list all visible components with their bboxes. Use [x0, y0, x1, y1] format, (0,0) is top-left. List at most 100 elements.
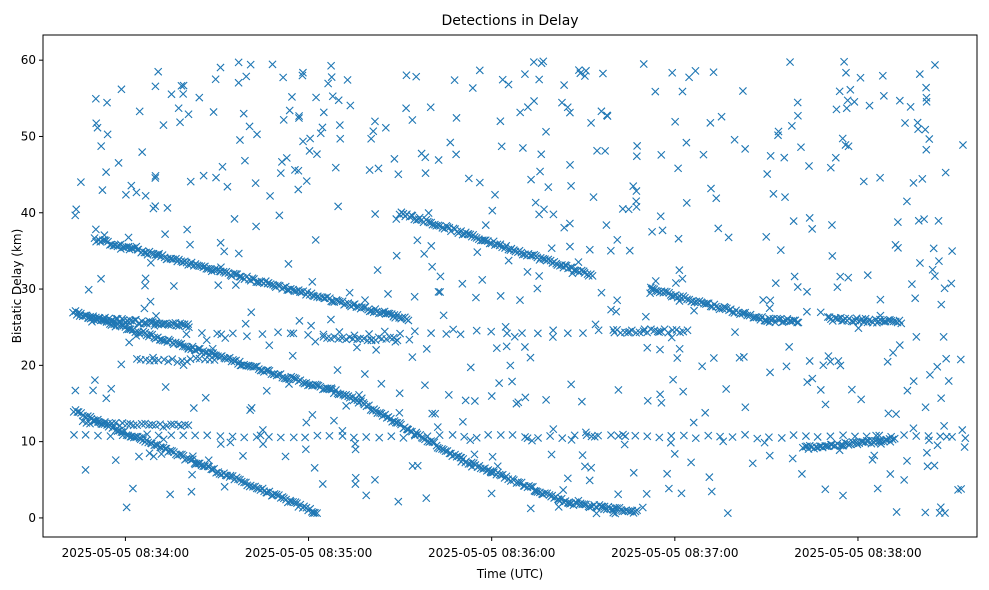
- data-point: [81, 430, 90, 439]
- data-point: [518, 143, 527, 152]
- data-point: [793, 111, 802, 120]
- data-point: [738, 87, 747, 96]
- data-point: [223, 182, 232, 191]
- data-point: [234, 475, 243, 484]
- data-point: [847, 385, 856, 394]
- data-point: [143, 430, 152, 439]
- data-point: [276, 493, 285, 502]
- data-point: [553, 495, 562, 504]
- data-point: [625, 246, 634, 255]
- data-point: [188, 452, 197, 461]
- data-point: [612, 307, 621, 316]
- data-point: [889, 348, 898, 357]
- data-point: [491, 190, 499, 199]
- data-point: [208, 344, 217, 353]
- data-point: [211, 75, 220, 84]
- data-point: [141, 274, 150, 283]
- data-point: [666, 438, 675, 447]
- data-point: [838, 134, 847, 143]
- data-point: [342, 401, 351, 410]
- data-point: [958, 426, 967, 435]
- data-point: [102, 168, 111, 177]
- data-point: [741, 403, 750, 412]
- data-point: [719, 437, 728, 446]
- data-point: [887, 432, 896, 441]
- data-point: [408, 116, 417, 125]
- data-point: [228, 329, 237, 338]
- data-point: [189, 404, 198, 413]
- data-points: [68, 57, 970, 518]
- data-point: [929, 244, 938, 253]
- data-point: [361, 296, 370, 305]
- data-point: [937, 394, 946, 403]
- data-point: [651, 87, 660, 96]
- data-point: [826, 357, 835, 366]
- data-point: [535, 272, 544, 281]
- data-point: [808, 374, 817, 383]
- data-point: [481, 236, 490, 245]
- data-point: [664, 328, 673, 337]
- data-point: [103, 130, 112, 139]
- data-point: [657, 398, 666, 407]
- data-point: [789, 316, 798, 325]
- data-point: [402, 104, 411, 113]
- data-point: [149, 353, 158, 362]
- data-point: [529, 58, 538, 67]
- data-point: [698, 362, 707, 371]
- data-point: [587, 463, 596, 472]
- data-point: [643, 396, 652, 405]
- data-point: [184, 344, 193, 353]
- data-point: [618, 204, 627, 213]
- data-point: [948, 247, 957, 256]
- data-point: [245, 122, 254, 131]
- data-point: [925, 370, 934, 379]
- data-point: [306, 134, 315, 143]
- data-point: [129, 421, 138, 430]
- data-point: [671, 279, 680, 287]
- data-point: [174, 104, 183, 113]
- data-point: [230, 214, 239, 223]
- data-point: [265, 341, 274, 350]
- data-point: [678, 87, 687, 96]
- data-point: [97, 274, 106, 283]
- data-point: [150, 321, 159, 330]
- data-point: [922, 145, 931, 154]
- data-point: [207, 267, 216, 276]
- data-point: [408, 461, 417, 470]
- data-point: [304, 330, 313, 339]
- data-point: [547, 450, 556, 459]
- data-point: [276, 433, 285, 442]
- data-point: [501, 322, 510, 331]
- data-point: [333, 366, 342, 375]
- data-point: [578, 451, 587, 460]
- data-point: [594, 326, 603, 335]
- data-point: [118, 431, 127, 440]
- data-point: [284, 285, 293, 294]
- data-point: [424, 209, 433, 218]
- data-point: [739, 308, 748, 317]
- data-point: [247, 308, 256, 317]
- data-point: [319, 108, 328, 117]
- data-point: [258, 330, 267, 339]
- data-point: [239, 109, 248, 118]
- data-point: [229, 269, 238, 278]
- data-point: [674, 164, 683, 173]
- data-point: [639, 60, 648, 69]
- data-point: [188, 470, 197, 479]
- data-point: [392, 251, 401, 260]
- data-point: [900, 431, 909, 440]
- data-point: [422, 494, 431, 503]
- data-point: [177, 81, 186, 90]
- data-point: [313, 509, 322, 518]
- data-point: [728, 433, 737, 442]
- data-point: [163, 203, 172, 212]
- data-point: [844, 440, 853, 449]
- data-point: [471, 293, 480, 302]
- data-point: [93, 417, 102, 426]
- data-point: [272, 490, 281, 499]
- data-point: [897, 319, 906, 328]
- data-point: [236, 361, 245, 370]
- data-point: [593, 146, 602, 155]
- data-point: [346, 101, 355, 110]
- data-point: [925, 436, 934, 445]
